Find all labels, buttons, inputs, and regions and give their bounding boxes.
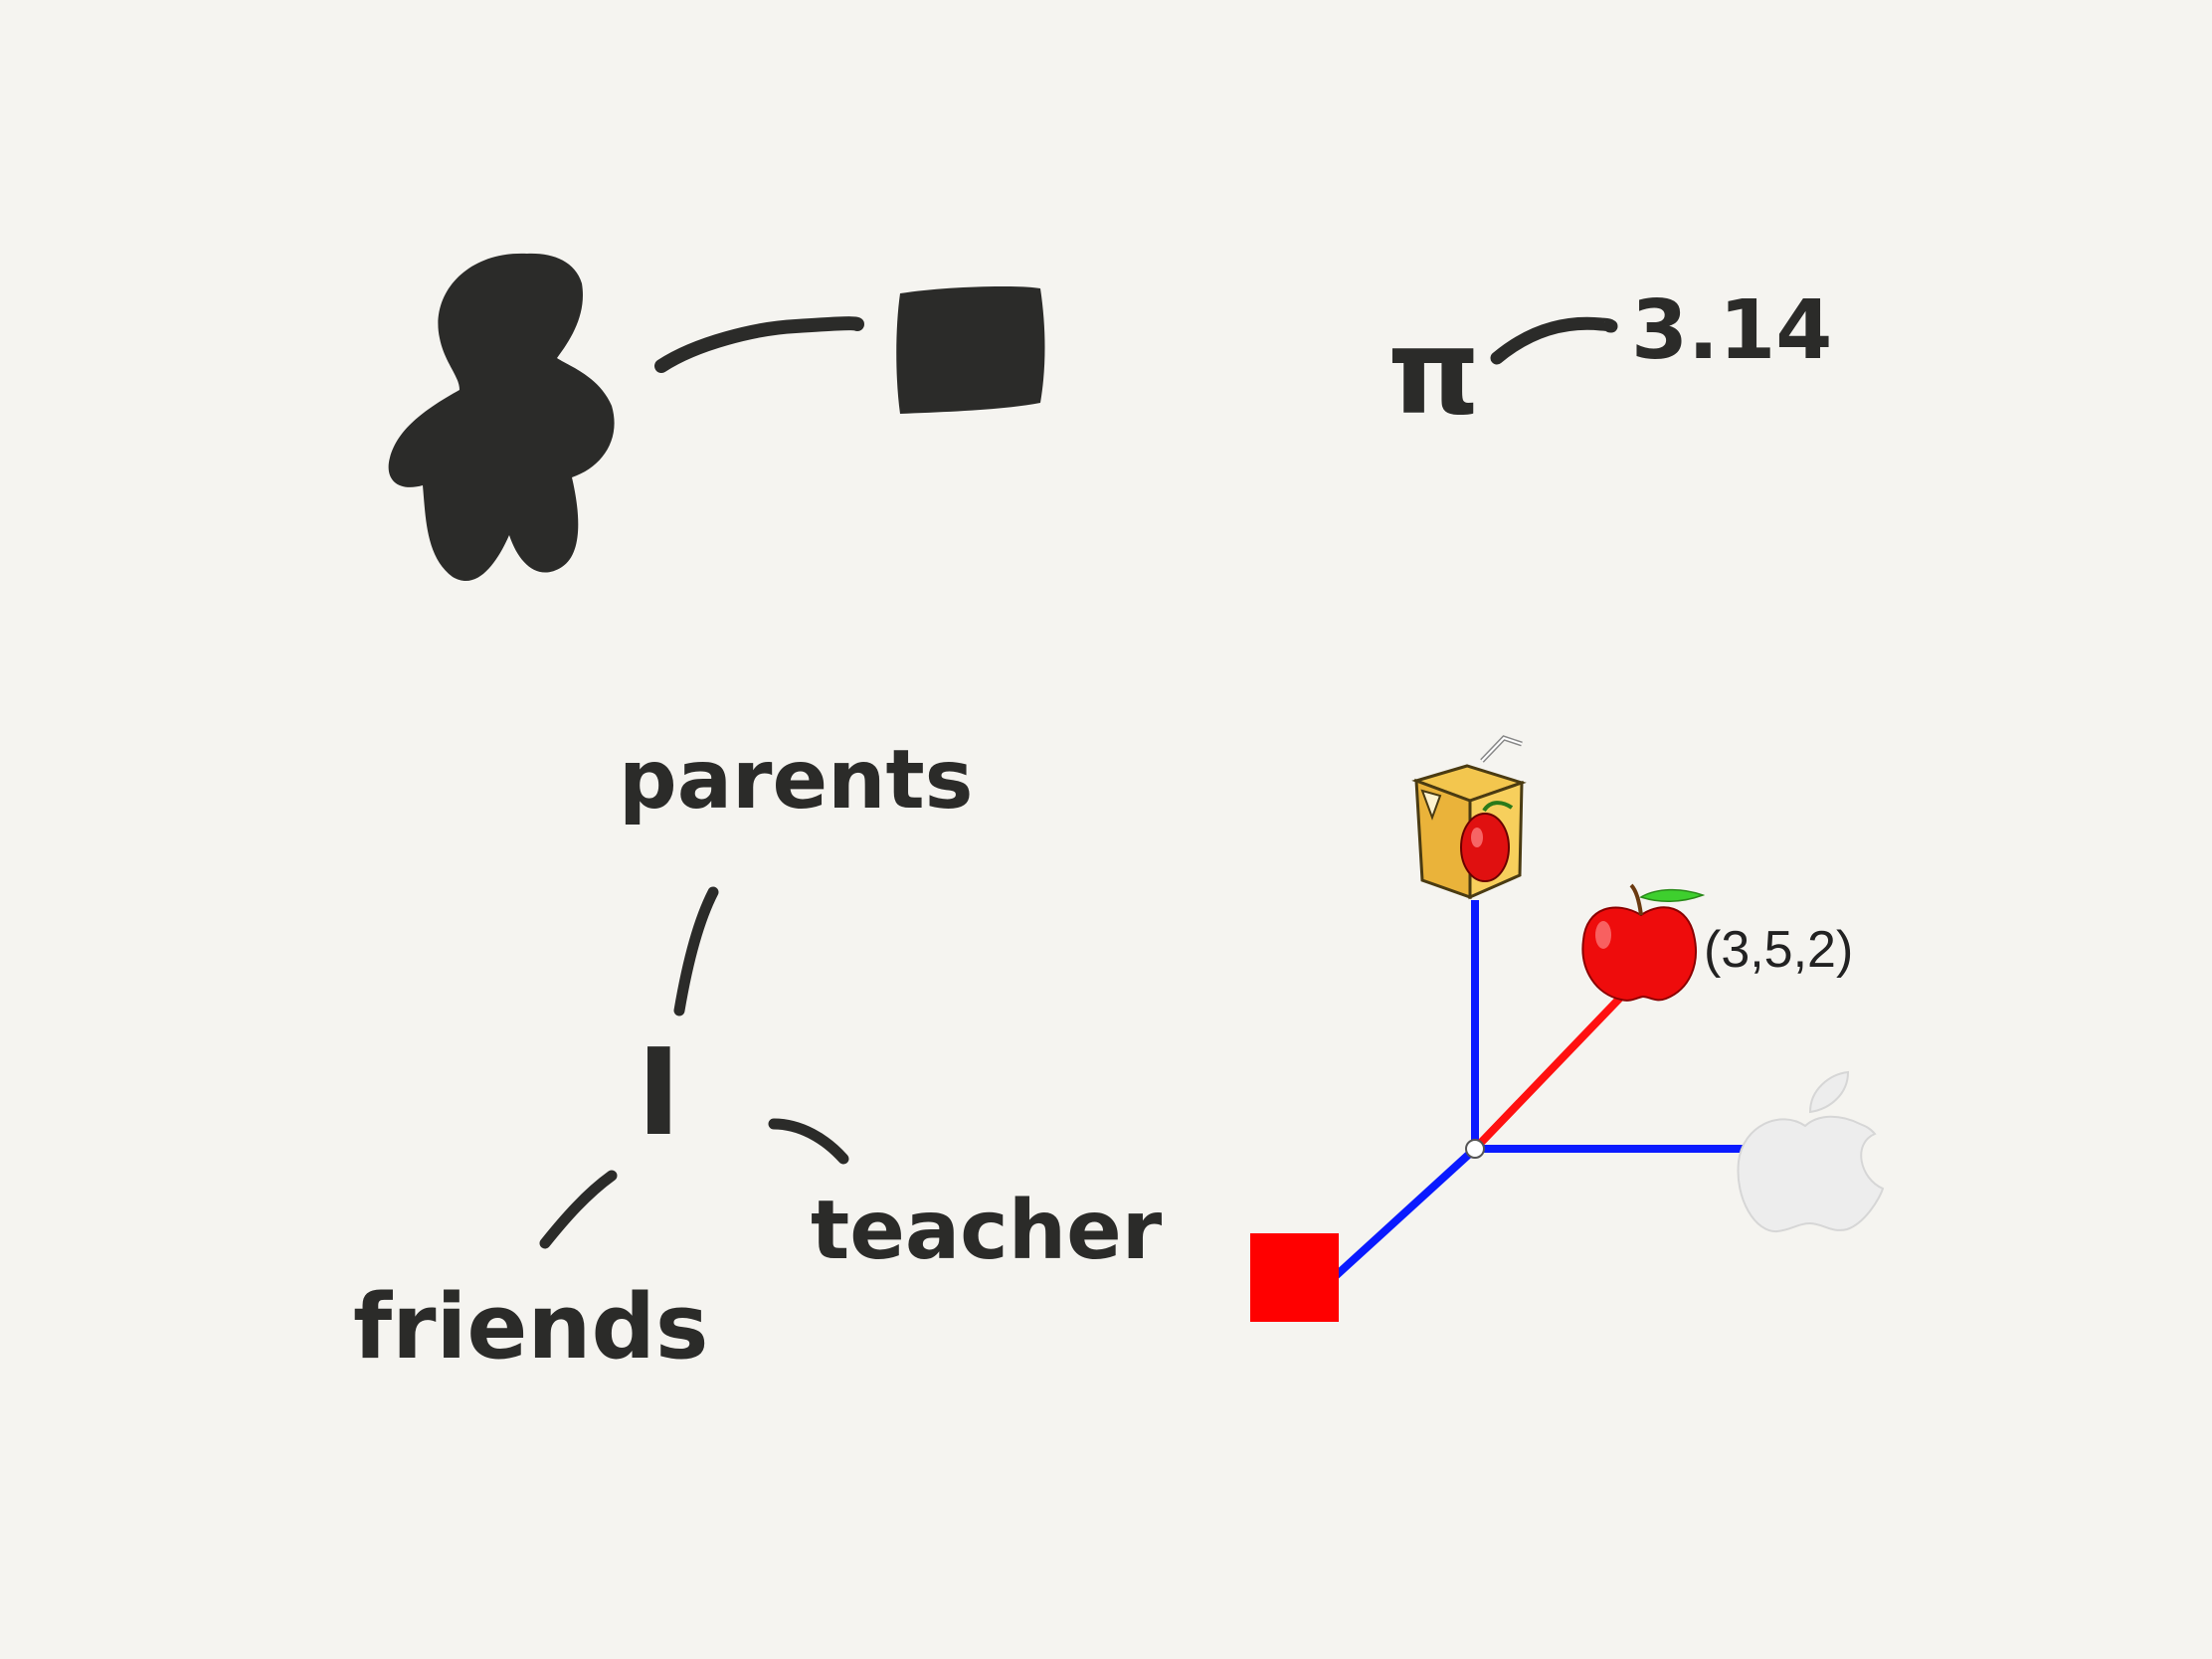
red-square-icon xyxy=(1250,1233,1339,1322)
apple-logo-icon xyxy=(1737,1070,1885,1233)
pi-sketch: π 3.14 xyxy=(1387,283,1832,441)
axis-diagram: (3,5,2) xyxy=(1250,735,1885,1322)
link-friends xyxy=(539,1170,618,1249)
point-label: (3,5,2) xyxy=(1704,921,1853,979)
pi-value: 3.14 xyxy=(1631,283,1832,378)
person-silhouette-icon xyxy=(388,253,615,582)
red-apple-icon xyxy=(1581,883,1706,1002)
origin-point xyxy=(1465,1139,1485,1159)
relation-map: parents I teacher friends xyxy=(353,733,1163,1380)
label-self: I xyxy=(637,1024,681,1163)
y-axis xyxy=(1325,1146,1478,1286)
vector-arrow xyxy=(1472,992,1626,1152)
label-teacher: teacher xyxy=(811,1184,1163,1278)
pi-connector xyxy=(1490,316,1618,365)
link-parents xyxy=(673,886,719,1016)
link-teacher xyxy=(768,1118,849,1165)
pi-symbol: π xyxy=(1387,303,1480,441)
person-block-connector xyxy=(654,316,864,373)
label-friends: friends xyxy=(353,1275,709,1380)
label-parents: parents xyxy=(619,733,973,828)
black-block-icon xyxy=(896,285,1045,414)
person-block-sketch xyxy=(388,253,1045,582)
juice-box-icon xyxy=(1411,735,1527,900)
